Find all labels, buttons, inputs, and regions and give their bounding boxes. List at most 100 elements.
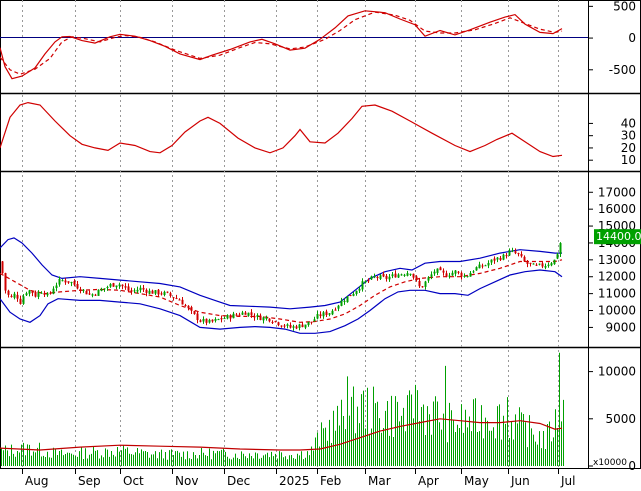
candle-body xyxy=(97,289,100,296)
candle-body xyxy=(559,243,562,254)
candle-body xyxy=(478,264,481,269)
candle-body xyxy=(16,294,19,299)
candle-body xyxy=(79,289,82,291)
candle-body xyxy=(364,280,367,283)
candle-body xyxy=(121,284,124,287)
candle-body xyxy=(142,287,145,290)
candle-body xyxy=(433,271,436,274)
gridlines xyxy=(0,0,588,468)
time-tick-label: Aug xyxy=(25,474,48,488)
candle-body xyxy=(232,313,235,319)
time-tick-label: Sep xyxy=(78,474,101,488)
candle-body xyxy=(511,250,514,252)
candle-body xyxy=(532,263,535,265)
candle-body xyxy=(457,271,460,273)
candle-body xyxy=(382,274,385,277)
candle-body xyxy=(547,264,550,266)
candle-body xyxy=(415,276,418,281)
candle-body xyxy=(241,312,244,315)
candle-body xyxy=(295,326,298,329)
candle-body xyxy=(112,283,115,287)
candle-body xyxy=(481,265,484,267)
candle-body xyxy=(55,285,58,289)
candle-body xyxy=(196,313,199,320)
candle-body xyxy=(115,285,118,288)
candle-body xyxy=(106,286,109,288)
candle-body xyxy=(445,273,448,277)
candle-body xyxy=(499,257,502,260)
macd-line-signal xyxy=(0,11,563,75)
macd-panel: 500 0 -500 xyxy=(0,0,636,80)
candle-body xyxy=(229,315,232,319)
candle-body xyxy=(361,281,364,290)
candle-body xyxy=(535,264,538,266)
candle-body xyxy=(58,279,61,285)
candle-body xyxy=(526,261,529,264)
candle-body xyxy=(412,273,415,278)
candle-body xyxy=(403,274,406,276)
candle-body xyxy=(181,299,184,305)
y-tick-label: 5000 xyxy=(605,412,636,426)
candle-body xyxy=(490,259,493,263)
candle-body xyxy=(331,310,334,315)
candle-body xyxy=(406,273,409,276)
candle-body xyxy=(556,254,559,259)
candle-body xyxy=(541,263,544,267)
y-tick-label: 13000 xyxy=(598,253,636,267)
candle-body xyxy=(46,293,49,296)
candle-body xyxy=(208,319,211,323)
candle-body xyxy=(388,276,391,280)
last-price-box xyxy=(594,229,641,245)
candle-body xyxy=(223,318,226,320)
candle-body xyxy=(367,280,370,282)
candle-body xyxy=(298,324,301,328)
candle-body xyxy=(28,290,31,294)
candle-body xyxy=(370,276,373,280)
candle-body xyxy=(283,325,286,327)
candle-body xyxy=(184,305,187,307)
y-tick-label: 10000 xyxy=(598,365,636,379)
candle-body xyxy=(148,290,151,294)
candle-body xyxy=(343,300,346,302)
candle-body xyxy=(163,291,166,295)
candle-body xyxy=(472,271,475,273)
candle-body xyxy=(103,288,106,290)
candle-body xyxy=(190,307,193,311)
candle-body xyxy=(34,292,37,297)
candle-body xyxy=(175,297,178,299)
candle-body xyxy=(466,276,469,278)
candle-body xyxy=(253,316,256,318)
y-tick-label: 500 xyxy=(613,0,636,13)
candle-body xyxy=(400,274,403,276)
candle-body xyxy=(160,293,163,295)
candle-body xyxy=(292,326,295,328)
candle-body xyxy=(316,314,319,319)
candle-body xyxy=(31,290,34,294)
candle-body xyxy=(70,282,73,284)
y-tick-label: 9000 xyxy=(605,320,636,334)
candle-body xyxy=(313,319,316,322)
candle-body xyxy=(334,309,337,311)
candle-body xyxy=(286,324,289,326)
axes: Aug Sep Oct Nov Dec 2025 Feb Mar Apr May Jun Jul xyxy=(22,468,575,488)
y-tick-label: 12000 xyxy=(598,270,636,284)
y-tick-label: 11000 xyxy=(598,287,636,301)
candle-body xyxy=(256,315,259,317)
candle-body xyxy=(250,312,253,315)
candle-body xyxy=(391,274,394,277)
candle-body xyxy=(199,320,202,322)
candle-body xyxy=(202,319,205,322)
candle-body xyxy=(523,256,526,262)
candle-body xyxy=(61,280,64,282)
candle-body xyxy=(91,294,94,296)
candle-body xyxy=(7,290,10,295)
candle-body xyxy=(211,319,214,322)
candle-body xyxy=(469,273,472,277)
candle-body xyxy=(451,272,454,276)
candle-body xyxy=(124,286,127,288)
time-tick-label: Feb xyxy=(320,474,341,488)
candle-body xyxy=(25,293,28,296)
volume-ma-line xyxy=(0,418,563,451)
candle-body xyxy=(487,262,490,266)
